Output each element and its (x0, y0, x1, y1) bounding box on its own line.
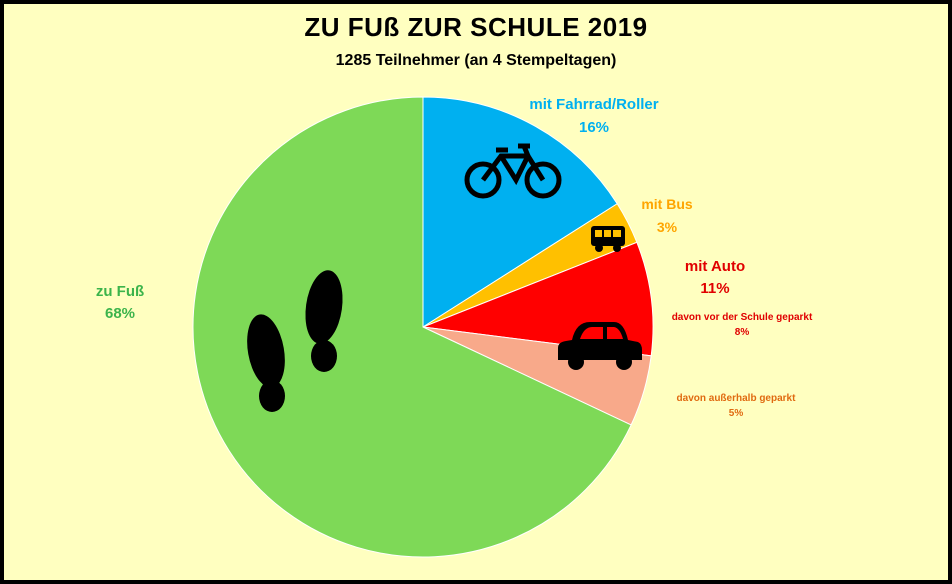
value-car-group: 11% (700, 280, 729, 297)
footprints-icon (247, 270, 343, 412)
bicycle-icon (464, 143, 562, 199)
label-car-group: mit Auto (685, 258, 745, 275)
value-car-outside: 5% (729, 408, 744, 419)
value-car-front: 8% (735, 327, 750, 338)
label-bike: mit Fahrrad/Roller (529, 96, 658, 113)
car-icon (558, 322, 642, 370)
pie-chart: mit Fahrrad/Roller 16% mit Bus 3% mit Au… (96, 96, 813, 558)
pie-slice-bike (422, 96, 618, 328)
value-bike: 16% (579, 119, 609, 136)
pie-slice-walk (192, 96, 632, 558)
chart-subtitle: 1285 Teilnehmer (an 4 Stempeltagen) (335, 52, 617, 69)
label-car-front: davon vor der Schule geparkt (672, 312, 813, 323)
value-bus: 3% (657, 219, 678, 235)
label-bus: mit Bus (641, 196, 693, 212)
label-walk: zu Fuß (96, 283, 144, 300)
label-car-outside: davon außerhalb geparkt (677, 393, 797, 404)
chart-title: ZU FUß ZUR SCHULE 2019 (304, 12, 648, 42)
bus-icon (591, 226, 625, 252)
value-walk: 68% (105, 305, 135, 322)
